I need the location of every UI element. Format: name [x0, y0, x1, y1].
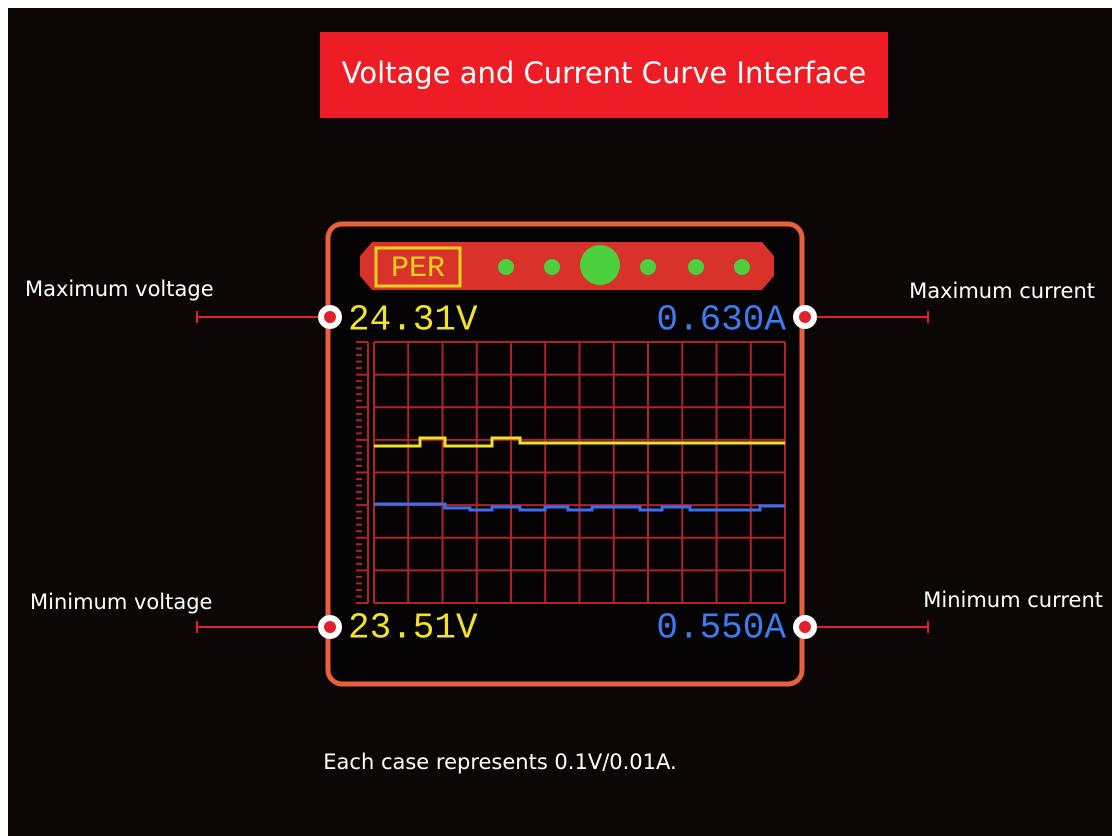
max-voltage: 24.31V: [348, 300, 478, 341]
callout-label: Maximum current: [909, 279, 1095, 303]
dot: [544, 259, 560, 275]
title: Voltage and Current Curve Interface: [342, 56, 867, 90]
callout-label: Minimum current: [923, 588, 1103, 612]
screenshot: Voltage and Current Curve Interface PER …: [0, 0, 1112, 836]
callout-dot-center: [799, 621, 811, 633]
callout-label: Minimum voltage: [30, 590, 212, 614]
dot: [734, 259, 750, 275]
dot: [580, 245, 620, 285]
callout-dot-center: [799, 311, 811, 323]
min-voltage: 23.51V: [348, 608, 478, 649]
dot: [640, 259, 656, 275]
callout-dot-center: [324, 311, 336, 323]
badge: PER: [391, 252, 445, 286]
callout-label: Maximum voltage: [25, 277, 214, 301]
dot: [688, 259, 704, 275]
footer: Each case represents 0.1V/0.01A.: [323, 750, 676, 774]
min-current: 0.550A: [656, 608, 786, 649]
dot: [498, 259, 514, 275]
page: Voltage and Current Curve Interface PER …: [0, 0, 1112, 836]
max-current: 0.630A: [656, 300, 786, 341]
callout-dot-center: [324, 621, 336, 633]
